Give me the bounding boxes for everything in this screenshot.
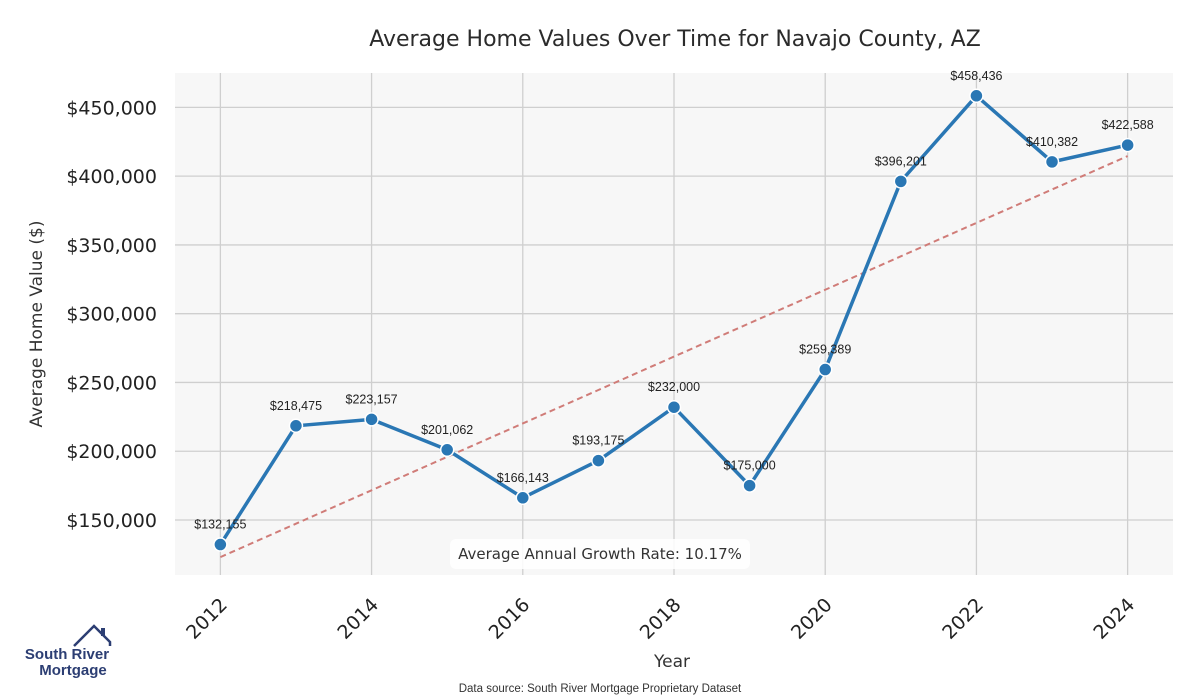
data-label: $193,175 xyxy=(572,434,624,448)
data-point xyxy=(969,88,984,104)
y-tick-label: $450,000 xyxy=(66,97,157,119)
south-river-logo: South River Mortgage xyxy=(25,624,112,679)
data-labels: $132,155 $218,475 $223,157 $201,062 $166,143… xyxy=(194,69,1153,532)
data-label: $175,000 xyxy=(724,459,776,473)
y-tick-label: $300,000 xyxy=(66,304,157,326)
data-point xyxy=(893,174,909,189)
annotation-text: Average Annual Growth Rate: 10.17% xyxy=(458,545,742,563)
data-point xyxy=(591,453,606,468)
data-point xyxy=(1044,154,1060,170)
y-tick-label: $250,000 xyxy=(66,372,157,394)
data-label: $201,062 xyxy=(421,423,473,437)
data-label: $396,201 xyxy=(875,154,927,168)
y-tick-label: $400,000 xyxy=(66,166,157,188)
data-label: $218,475 xyxy=(270,399,322,413)
y-tick-label: $200,000 xyxy=(66,441,157,463)
data-point xyxy=(364,412,379,427)
y-axis-ticks: $150,000 $200,000 $250,000 $300,000 $350,000… xyxy=(66,97,157,532)
data-point xyxy=(1120,137,1135,153)
x-tick-label: 2022 xyxy=(938,594,988,644)
y-tick-label: $150,000 xyxy=(66,510,157,532)
x-tick-label: 2018 xyxy=(636,594,686,644)
data-label: $422,588 xyxy=(1102,118,1154,132)
data-point xyxy=(817,362,833,377)
y-tick-label: $350,000 xyxy=(66,235,157,257)
x-axis-ticks: 2012 2014 2016 2018 2020 2022 2024 xyxy=(182,594,1139,644)
data-label: $166,143 xyxy=(497,471,549,485)
data-label: $223,157 xyxy=(346,392,398,406)
data-point xyxy=(288,418,304,434)
logo-line-2: Mortgage xyxy=(39,662,107,679)
chimney-icon xyxy=(101,628,105,636)
y-axis-label: Average Home Value ($) xyxy=(27,221,47,428)
annotation-box xyxy=(450,539,750,569)
x-axis-label: Year xyxy=(653,652,690,672)
x-tick-label: 2014 xyxy=(333,594,383,644)
data-point xyxy=(213,537,228,552)
x-tick-label: 2020 xyxy=(787,594,837,644)
trend-line xyxy=(219,155,1129,559)
x-tick-label: 2012 xyxy=(182,594,232,644)
data-label: $132,155 xyxy=(194,518,246,532)
trend-dashed-line xyxy=(219,155,1129,559)
data-label: $458,436 xyxy=(950,69,1002,83)
data-source-note: Data source: South River Mortgage Propri… xyxy=(459,683,742,695)
chart-title: Average Home Values Over Time for Navajo… xyxy=(369,27,981,52)
series-markers xyxy=(213,88,1135,552)
x-tick-label: 2016 xyxy=(485,594,535,644)
data-point xyxy=(742,478,757,493)
data-label: $232,000 xyxy=(648,380,700,394)
data-label: $259,389 xyxy=(799,343,851,357)
growth-rate-annotation: Average Annual Growth Rate: 10.17% xyxy=(450,539,750,569)
data-point xyxy=(666,399,682,415)
x-tick-label: 2024 xyxy=(1089,594,1139,644)
data-label: $410,382 xyxy=(1026,135,1078,149)
logo-line-1: South River xyxy=(25,646,109,663)
data-point xyxy=(439,442,455,458)
data-point xyxy=(515,490,531,506)
